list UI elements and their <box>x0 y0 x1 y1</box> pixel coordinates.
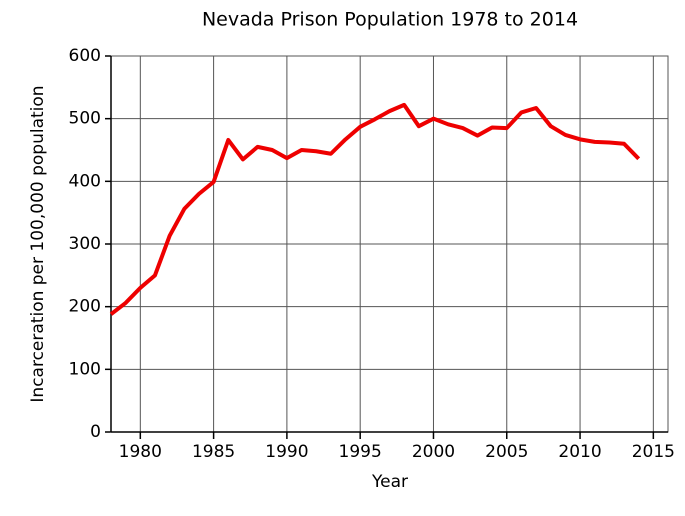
x-tick-label: 2000 <box>412 442 455 462</box>
x-tick-label: 1995 <box>339 442 382 462</box>
y-tick-label: 500 <box>69 109 101 129</box>
y-tick-label: 300 <box>69 234 101 254</box>
y-axis-label: Incarceration per 100,000 population <box>28 85 48 402</box>
x-tick-label: 2005 <box>485 442 528 462</box>
x-tick-label: 1985 <box>192 442 235 462</box>
y-tick-label: 400 <box>69 171 101 191</box>
x-axis-label: Year <box>371 472 408 492</box>
x-tick-label: 2015 <box>632 442 675 462</box>
y-tick-label: 100 <box>69 359 101 379</box>
x-tick-label: 1980 <box>119 442 162 462</box>
data-line <box>109 102 641 316</box>
y-tick-label: 0 <box>90 422 101 442</box>
x-tick-label: 2010 <box>558 442 601 462</box>
y-tick-label: 600 <box>69 46 101 66</box>
y-tick-label: 200 <box>69 297 101 317</box>
chart-title: Nevada Prison Population 1978 to 2014 <box>202 9 578 31</box>
x-tick-label: 1990 <box>265 442 308 462</box>
